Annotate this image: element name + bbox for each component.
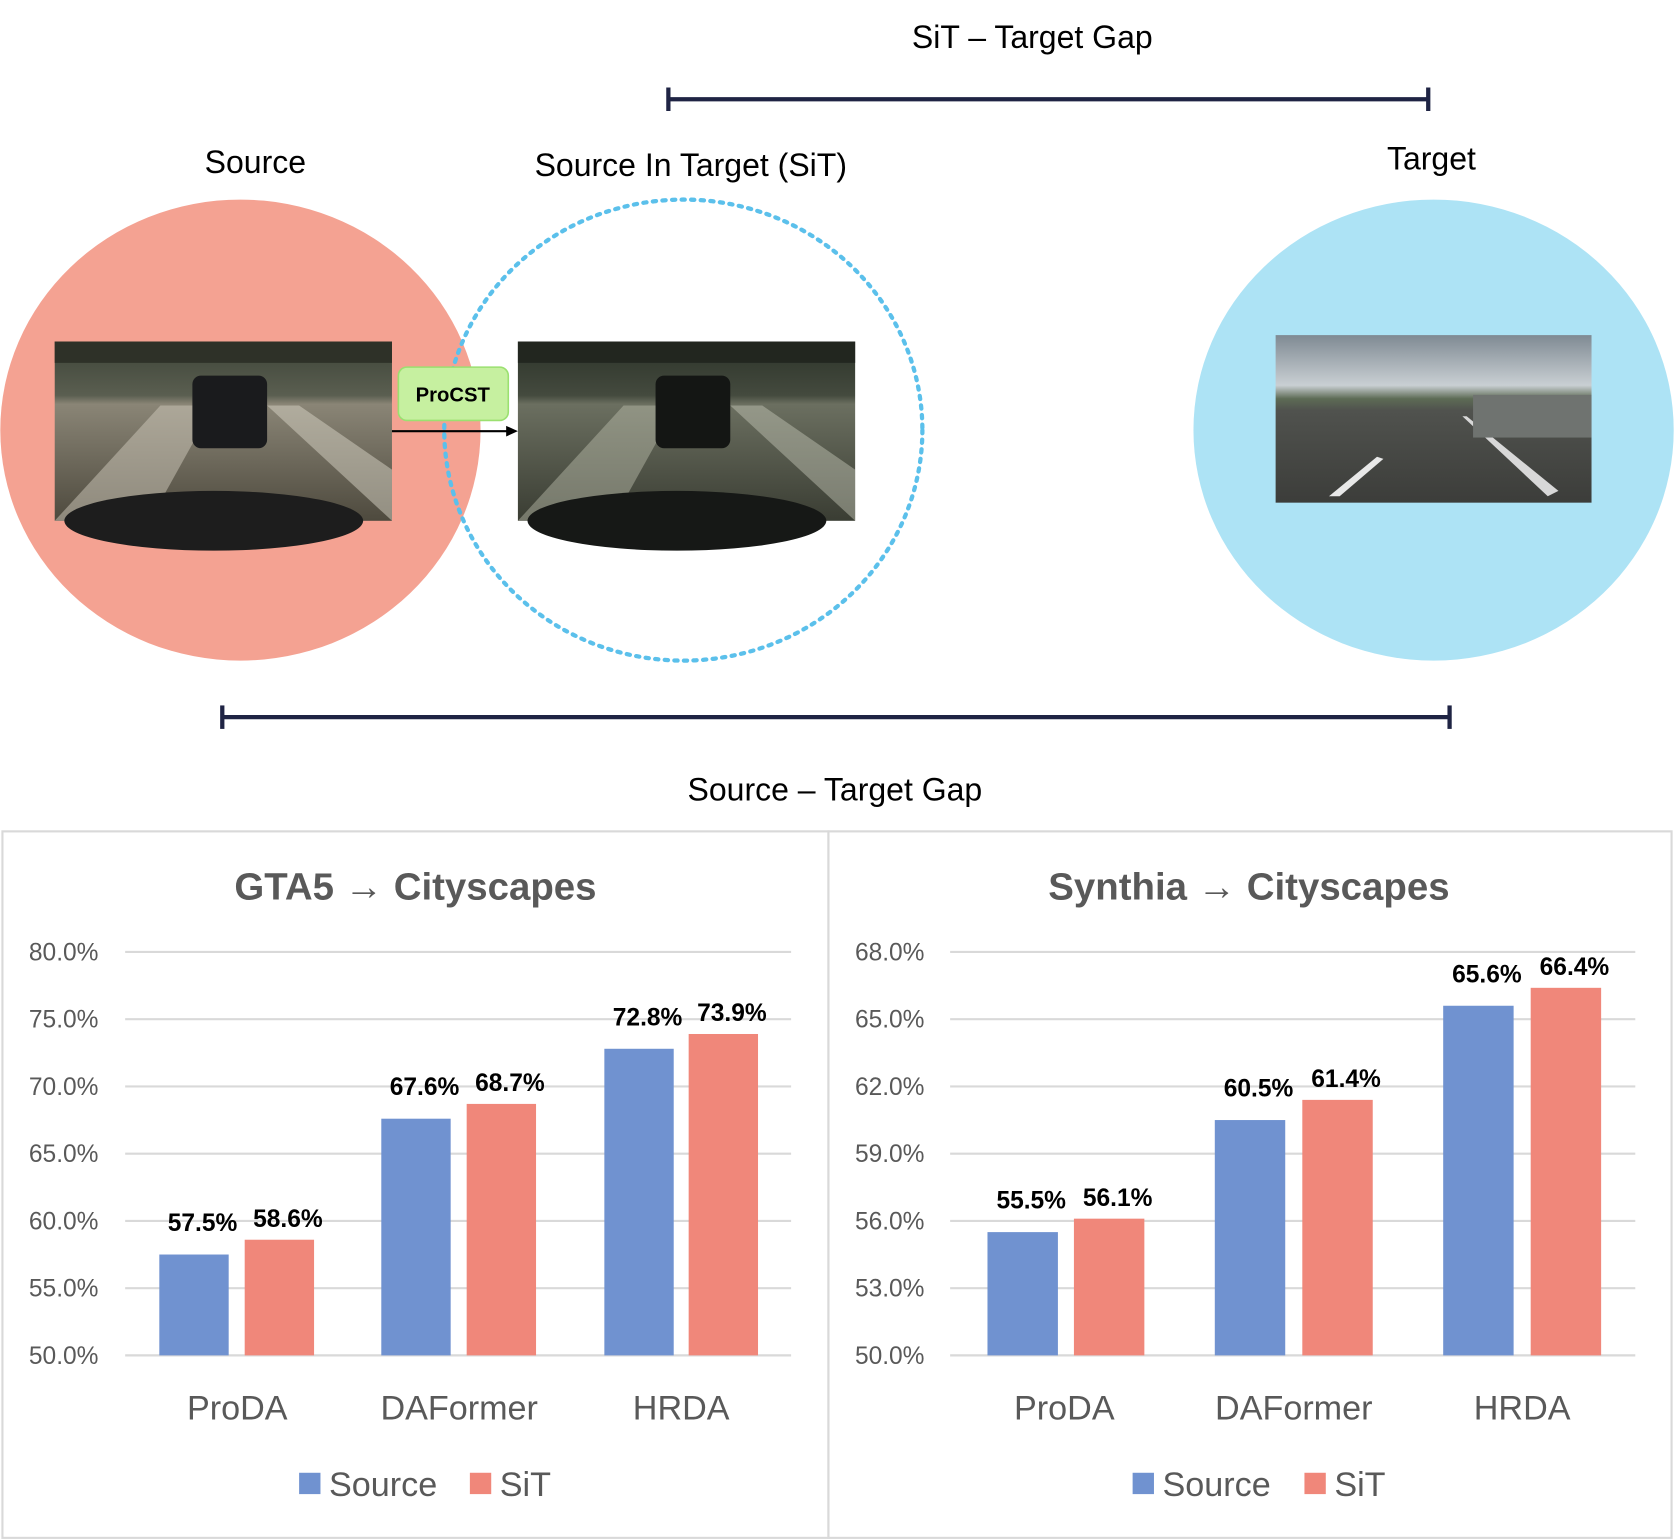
data-label: 57.5% — [168, 1210, 238, 1237]
y-tick-label: 75.0% — [29, 1007, 99, 1034]
procst-box — [397, 366, 510, 422]
data-label: 61.4% — [1311, 1066, 1381, 1093]
y-tick-label: 65.0% — [855, 1007, 925, 1034]
chart-title: Synthia → Cityscapes — [1048, 866, 1449, 909]
category-label: DAFormer — [380, 1389, 537, 1427]
bar-sit-daformer — [466, 1103, 537, 1356]
procst-arrow — [391, 425, 518, 437]
y-tick-label: 68.0% — [855, 939, 925, 966]
bar-source-daformer — [1214, 1120, 1286, 1356]
y-tick-label: 65.0% — [29, 1141, 99, 1168]
bar-source-daformer — [381, 1118, 451, 1356]
sit-domain-circle — [442, 197, 925, 663]
data-label: 60.5% — [1224, 1076, 1294, 1103]
bar-source-proda — [159, 1254, 229, 1356]
y-tick-label: 56.0% — [855, 1208, 925, 1235]
y-tick-label: 55.0% — [29, 1276, 99, 1303]
y-tick-label: 50.0% — [29, 1343, 99, 1370]
legend-swatch-sit — [1304, 1472, 1326, 1495]
category-label: HRDA — [633, 1389, 730, 1427]
bar-sit-hrda — [1530, 987, 1602, 1356]
legend-label-sit: SiT — [1334, 1466, 1385, 1504]
y-tick-label: 50.0% — [855, 1343, 925, 1370]
sit-target-gap-label: SiT – Target Gap — [912, 19, 1153, 55]
y-tick-label: 59.0% — [855, 1141, 925, 1168]
bar-source-proda — [987, 1232, 1058, 1356]
legend-swatch-source — [299, 1472, 321, 1495]
bar-sit-proda — [1073, 1218, 1145, 1356]
legend-label-source: Source — [329, 1466, 437, 1504]
bar-sit-daformer — [1302, 1099, 1373, 1356]
source-target-gap-label: Source – Target Gap — [688, 771, 983, 807]
category-label: HRDA — [1474, 1389, 1571, 1427]
legend-label-sit: SiT — [500, 1466, 551, 1504]
sit-image — [517, 341, 856, 551]
category-label: ProDA — [1014, 1389, 1115, 1427]
chart-title: GTA5 → Cityscapes — [234, 866, 596, 909]
bar-chart: GTA5 → Cityscapes 50.0% 55.0% 60.0% 65.0% 70.… — [29, 866, 792, 1504]
legend-swatch-sit — [469, 1472, 492, 1495]
category-label: DAFormer — [1215, 1389, 1372, 1427]
y-tick-label: 62.0% — [855, 1074, 925, 1101]
y-tick-label: 80.0% — [29, 939, 99, 966]
bar-source-hrda — [1443, 1005, 1514, 1356]
source-target-gap-bar — [220, 705, 1452, 729]
legend-label-source: Source — [1163, 1466, 1271, 1504]
data-label: 67.6% — [390, 1074, 460, 1101]
data-label: 68.7% — [475, 1070, 545, 1097]
data-label: 66.4% — [1540, 954, 1610, 981]
y-tick-label: 60.0% — [29, 1208, 99, 1235]
procst-label: ProCST — [416, 384, 491, 406]
target-label: Target — [1387, 141, 1476, 177]
data-label: 58.6% — [253, 1206, 323, 1233]
data-label: 73.9% — [697, 1000, 767, 1027]
data-label: 55.5% — [996, 1188, 1066, 1215]
source-image — [54, 341, 392, 551]
source-label: Source — [205, 144, 306, 180]
bar-chart: Synthia → Cityscapes 50.0% 53.0% 56.0% 59.0%… — [855, 866, 1636, 1504]
sit-label: Source In Target (SiT) — [535, 147, 847, 183]
data-label: 65.6% — [1452, 961, 1522, 988]
bar-sit-proda — [244, 1239, 315, 1356]
category-label: ProDA — [187, 1389, 288, 1427]
bar-source-hrda — [604, 1048, 674, 1356]
data-label: 56.1% — [1083, 1185, 1153, 1212]
legend-swatch-source — [1132, 1472, 1154, 1495]
sit-target-gap-bar — [666, 87, 1431, 111]
y-tick-label: 53.0% — [855, 1276, 925, 1303]
bar-sit-hrda — [688, 1033, 759, 1356]
target-image — [1275, 335, 1592, 503]
data-label: 72.8% — [613, 1004, 683, 1031]
y-tick-label: 70.0% — [29, 1074, 99, 1101]
